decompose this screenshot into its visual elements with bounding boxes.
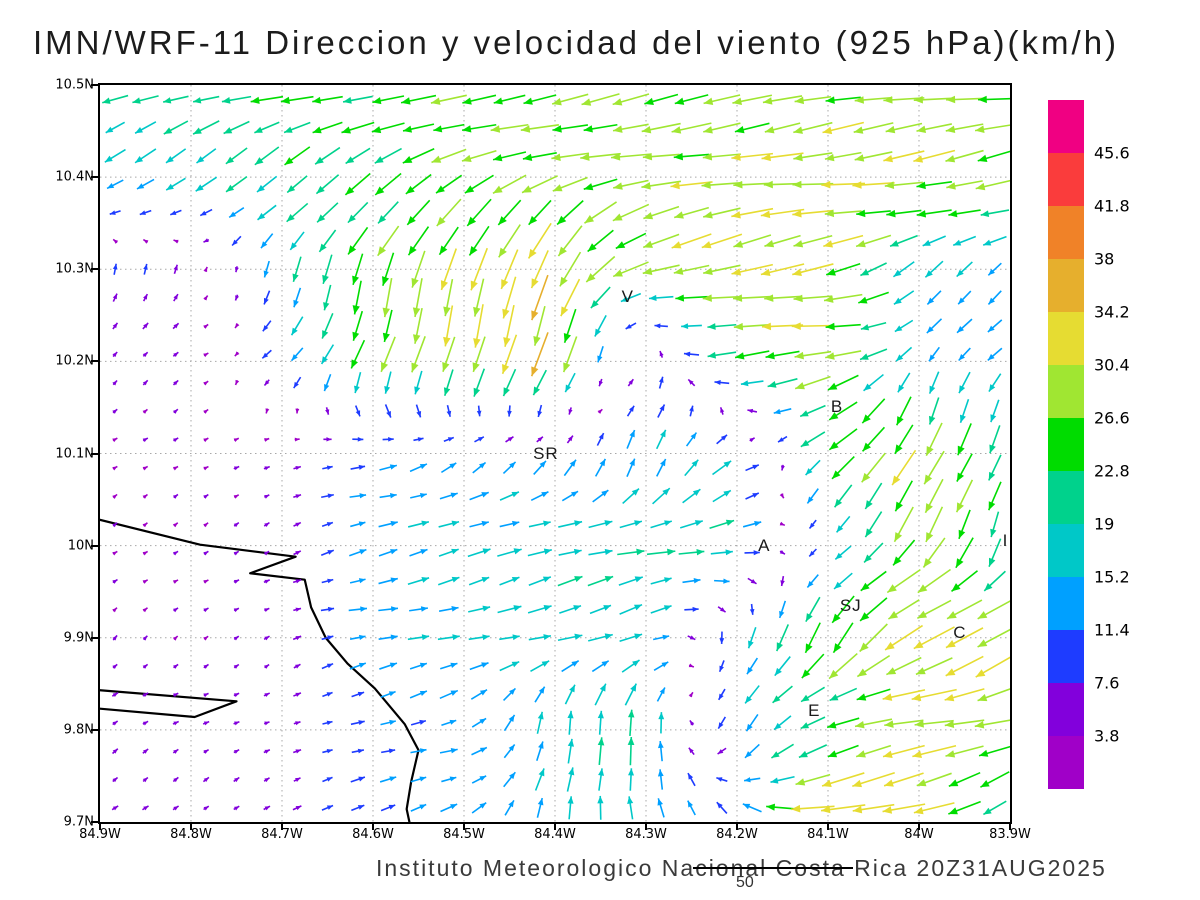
lon-tick-mark [190,822,192,830]
colorbar-level-label: 30.4 [1094,355,1130,375]
wind-vector-canvas [100,85,1010,822]
lat-tick-mark [91,728,100,731]
colorbar-level-label: 26.6 [1094,408,1130,428]
reference-vector-label: 50 [736,874,754,891]
lat-tick-mark [91,636,100,639]
colorbar-segment [1048,471,1084,524]
colorbar-segment [1048,153,1084,206]
colorbar-segment [1048,312,1084,365]
colorbar-level-label: 7.6 [1094,673,1120,693]
lon-tick-mark [736,822,738,830]
colorbar-level-label: 22.8 [1094,461,1130,481]
station-label-a: A [758,535,771,555]
colorbar-segment [1048,630,1084,683]
station-label-sj: SJ [839,595,862,615]
lon-tick-label: 84.5W [443,827,485,842]
chart-title: IMN/WRF-11 Direccion y velocidad del vie… [33,24,1120,61]
station-label-e: E [808,701,821,721]
colorbar-segment [1048,100,1084,153]
lon-tick-label: 84.6W [352,827,394,842]
lon-tick-label: 84.8W [170,827,212,842]
lon-tick-label: 83.9W [989,827,1031,842]
colorbar-segment [1048,683,1084,736]
colorbar-level-label: 41.8 [1094,196,1130,216]
lat-tick-label: 9.8N [63,722,94,738]
lon-tick-label: 84.4W [534,827,576,842]
station-label-sr: SR [533,443,559,463]
lat-tick-mark [91,176,100,179]
lat-tick-label: 10.2N [55,353,94,369]
lat-tick-mark [91,360,100,363]
lat-tick-mark [91,84,100,86]
lat-tick-label: 10.3N [55,261,94,277]
station-label-b: B [830,397,844,417]
lat-tick-mark [91,452,100,455]
colorbar-segment [1048,577,1084,630]
station-label-c: C [953,623,967,643]
lon-tick-mark [918,822,920,830]
lat-tick-label: 9.7N [63,814,94,830]
station-label-v: V [621,286,634,306]
lon-tick-mark [281,822,283,830]
lon-tick-label: 84.3W [625,827,667,842]
reference-vector-line [693,867,853,869]
colorbar-segment [1048,206,1084,259]
map-plot-area: V B SR A SJ C E I [98,83,1012,824]
colorbar-segment [1048,365,1084,418]
colorbar-segment [1048,524,1084,577]
colorbar-level-label: 45.6 [1094,143,1130,163]
lat-tick-mark [91,268,100,271]
station-label-i: I [1002,531,1009,551]
lon-tick-mark [99,822,101,830]
lat-tick-label: 9.9N [63,630,94,646]
lon-tick-mark [645,822,647,830]
colorbar [1048,100,1084,789]
lon-tick-label: 84.7W [261,827,303,842]
lat-tick-mark [91,544,100,547]
colorbar-level-label: 15.2 [1094,567,1130,587]
lon-tick-mark [554,822,556,830]
lat-tick-label: 10.5N [55,77,94,93]
lat-tick-mark [91,821,100,823]
lon-tick-label: 84.2W [716,827,758,842]
colorbar-level-label: 19 [1094,514,1115,534]
colorbar-segment [1048,259,1084,312]
lon-tick-label: 84.1W [807,827,849,842]
lat-tick-label: 10.4N [55,169,94,185]
colorbar-segment [1048,736,1084,789]
colorbar-level-label: 38 [1094,249,1115,269]
lon-tick-mark [1009,822,1011,830]
lat-tick-label: 10N [67,538,94,554]
colorbar-level-label: 34.2 [1094,302,1130,322]
lon-tick-label: 84.9W [79,827,121,842]
lon-tick-mark [827,822,829,830]
lat-tick-label: 10.1N [55,446,94,461]
colorbar-segment [1048,418,1084,471]
lon-tick-label: 84W [904,827,934,842]
colorbar-level-label: 3.8 [1094,726,1120,746]
lon-tick-mark [372,822,374,830]
colorbar-level-label: 11.4 [1094,620,1130,640]
lon-tick-mark [463,822,465,830]
